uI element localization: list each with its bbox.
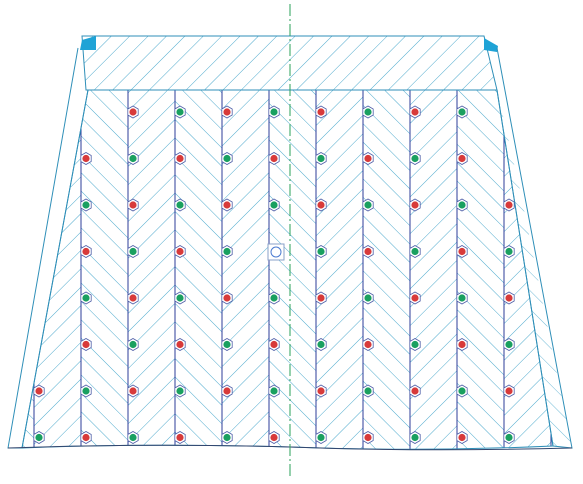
anchor-dot — [270, 387, 278, 395]
anchor-dot — [129, 154, 137, 163]
anchor-dot — [176, 108, 184, 116]
anchor-dot — [129, 247, 137, 256]
anchor-dot — [223, 201, 231, 209]
anchor-dot — [176, 154, 184, 163]
body — [22, 90, 553, 450]
anchor-dot — [458, 387, 466, 395]
anchor-dot — [35, 433, 43, 442]
anchor-dot — [505, 387, 513, 395]
hatch-column — [363, 90, 410, 450]
anchor-dot — [411, 433, 419, 442]
anchor-dot — [270, 154, 278, 163]
anchor-dot — [317, 247, 325, 256]
anchor-dot — [364, 108, 372, 116]
anchor-dot — [411, 387, 419, 395]
anchor-dot — [458, 108, 466, 116]
anchor-dot — [176, 387, 184, 395]
anchor-dot — [223, 247, 231, 256]
anchor-dot — [176, 294, 184, 302]
corner-marker — [80, 36, 96, 50]
anchor-dot — [364, 201, 372, 209]
right-strip-hatch — [497, 90, 572, 448]
anchor-dot — [364, 154, 372, 163]
anchor-dot — [411, 294, 419, 302]
hatch-column — [269, 90, 316, 450]
anchor-dot — [129, 340, 137, 349]
anchor-dot — [223, 433, 231, 442]
hatch-column — [175, 90, 222, 450]
anchor-dot — [223, 340, 231, 349]
anchor-dot — [458, 154, 466, 163]
hatch-column — [34, 90, 81, 450]
anchor-dot — [223, 108, 231, 116]
hatch-column — [316, 90, 363, 450]
anchor-dot — [270, 433, 278, 442]
hatch-column — [128, 90, 175, 450]
anchor-dot — [82, 294, 90, 302]
anchor-dot — [223, 294, 231, 302]
anchor-dot — [458, 294, 466, 302]
anchor-dot — [129, 433, 137, 442]
anchor-dot — [129, 108, 137, 116]
anchor-dot — [223, 154, 231, 163]
anchor-dot — [35, 387, 43, 395]
anchor-dot — [82, 387, 90, 395]
anchor-dot — [364, 433, 372, 442]
anchor-dot — [129, 294, 137, 302]
anchor-dot — [458, 247, 466, 256]
anchor-dot — [129, 201, 137, 209]
anchor-dot — [411, 154, 419, 163]
anchor-dot — [270, 294, 278, 302]
anchor-dot — [505, 340, 513, 349]
anchor-dot — [364, 247, 372, 256]
anchor-dot — [317, 294, 325, 302]
anchor-dot — [411, 247, 419, 256]
hatch-column — [222, 90, 269, 450]
anchor-dot — [270, 201, 278, 209]
anchor-dot — [411, 201, 419, 209]
anchor-dot — [411, 340, 419, 349]
anchor-dot — [270, 340, 278, 349]
anchor-dot — [317, 154, 325, 163]
anchor-dot — [364, 387, 372, 395]
anchor-dot — [82, 433, 90, 442]
anchor-dot — [458, 201, 466, 209]
anchor-dot — [505, 247, 513, 256]
anchor-dot — [317, 201, 325, 209]
anchor-dot — [317, 387, 325, 395]
anchor-dot — [411, 108, 419, 116]
anchor-dot — [317, 433, 325, 442]
anchor-dot — [82, 247, 90, 256]
anchor-dot — [505, 433, 513, 442]
anchor-dot — [458, 433, 466, 442]
anchor-dot — [317, 340, 325, 349]
anchor-dot — [129, 387, 137, 395]
anchor-dot — [176, 340, 184, 349]
anchor-dot — [82, 340, 90, 349]
anchor-dot — [82, 154, 90, 163]
anchor-dot — [223, 387, 231, 395]
anchor-points — [33, 105, 515, 444]
anchor-dot — [82, 201, 90, 209]
center-marker-circle — [270, 246, 282, 258]
hatch-column — [81, 90, 128, 450]
anchor-dot — [176, 247, 184, 256]
anchor-dot — [176, 433, 184, 442]
anchor-dot — [364, 294, 372, 302]
center-marker — [267, 243, 285, 261]
anchor-dot — [364, 340, 372, 349]
anchor-dot — [317, 108, 325, 116]
anchor-dot — [505, 201, 513, 209]
anchor-dot — [176, 201, 184, 209]
hatch-column — [457, 90, 504, 450]
anchor-dot — [458, 340, 466, 349]
anchor-dot — [505, 294, 513, 302]
corner-marker — [484, 38, 498, 52]
hatch-column — [22, 90, 34, 450]
hatch-column — [410, 90, 457, 450]
anchor-dot — [270, 108, 278, 116]
